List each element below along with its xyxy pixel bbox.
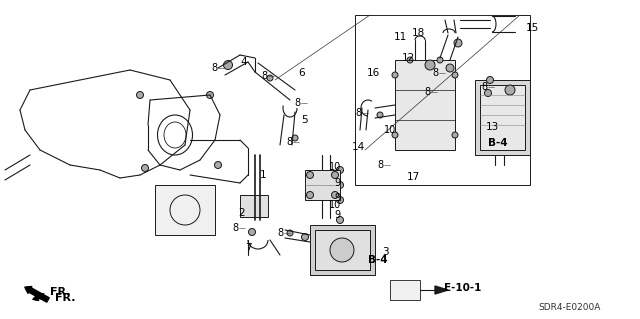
Text: 13: 13	[485, 122, 499, 132]
Text: 9: 9	[334, 193, 340, 203]
Text: 18: 18	[412, 28, 424, 38]
Text: 8: 8	[261, 71, 267, 81]
Circle shape	[292, 135, 298, 141]
Text: 8: 8	[481, 82, 487, 92]
Text: 1: 1	[260, 170, 266, 180]
Text: 2: 2	[239, 208, 245, 218]
Bar	[240, 195, 268, 217]
Circle shape	[392, 132, 398, 138]
Circle shape	[452, 72, 458, 78]
Polygon shape	[435, 286, 448, 294]
Text: SDR4-E0200A: SDR4-E0200A	[539, 303, 601, 313]
Text: 10: 10	[329, 162, 341, 172]
Text: 12: 12	[401, 53, 415, 63]
Text: 8: 8	[424, 87, 430, 97]
Circle shape	[505, 85, 515, 95]
Text: 8: 8	[232, 223, 238, 233]
Text: 17: 17	[406, 172, 420, 182]
Circle shape	[248, 228, 255, 235]
Bar	[310, 225, 375, 275]
Text: 8: 8	[286, 137, 292, 147]
Text: 8: 8	[432, 68, 438, 78]
Text: FR.: FR.	[55, 293, 76, 303]
Bar	[315, 230, 370, 270]
Bar	[155, 185, 215, 235]
Circle shape	[301, 234, 308, 241]
Text: 8: 8	[277, 228, 283, 238]
Text: 14: 14	[351, 142, 365, 152]
Bar	[305, 170, 340, 200]
Circle shape	[267, 75, 273, 81]
Text: 8: 8	[377, 160, 383, 170]
Circle shape	[337, 217, 344, 224]
Text: 10: 10	[384, 125, 396, 135]
Circle shape	[330, 238, 354, 262]
Bar	[395, 60, 455, 150]
Circle shape	[484, 90, 492, 97]
Circle shape	[486, 77, 493, 84]
Circle shape	[207, 92, 214, 99]
Circle shape	[214, 161, 221, 168]
Text: 8: 8	[211, 63, 217, 73]
Circle shape	[141, 165, 148, 172]
Bar	[390, 280, 420, 300]
Bar	[355, 15, 530, 185]
Text: 11: 11	[394, 32, 406, 42]
Text: 3: 3	[381, 247, 388, 257]
Circle shape	[332, 191, 339, 198]
Circle shape	[425, 60, 435, 70]
Circle shape	[307, 172, 314, 179]
Circle shape	[287, 230, 293, 236]
Text: FR.: FR.	[33, 287, 70, 300]
Text: 7: 7	[244, 243, 252, 253]
Circle shape	[452, 132, 458, 138]
Circle shape	[454, 39, 462, 47]
Text: 9: 9	[334, 178, 340, 188]
Circle shape	[332, 172, 339, 179]
Circle shape	[437, 57, 443, 63]
Text: 10: 10	[329, 200, 341, 210]
Text: 16: 16	[366, 68, 380, 78]
Circle shape	[392, 72, 398, 78]
Circle shape	[307, 191, 314, 198]
Text: E-10-1: E-10-1	[444, 283, 482, 293]
FancyArrow shape	[25, 286, 49, 302]
Circle shape	[377, 112, 383, 118]
Text: 8: 8	[355, 108, 361, 118]
Text: 6: 6	[299, 68, 305, 78]
Text: 4: 4	[241, 57, 247, 67]
Bar	[480, 85, 525, 150]
Text: 8: 8	[294, 98, 300, 108]
Text: 9: 9	[334, 210, 340, 220]
Text: B-4: B-4	[488, 138, 508, 148]
Circle shape	[136, 92, 143, 99]
Circle shape	[407, 57, 413, 63]
Circle shape	[223, 61, 232, 70]
Text: 15: 15	[525, 23, 539, 33]
Text: B-4: B-4	[368, 255, 388, 265]
Circle shape	[337, 182, 344, 189]
Circle shape	[337, 197, 344, 204]
Text: 5: 5	[301, 115, 307, 125]
Circle shape	[337, 167, 344, 174]
Bar	[475, 80, 530, 155]
Circle shape	[446, 64, 454, 72]
